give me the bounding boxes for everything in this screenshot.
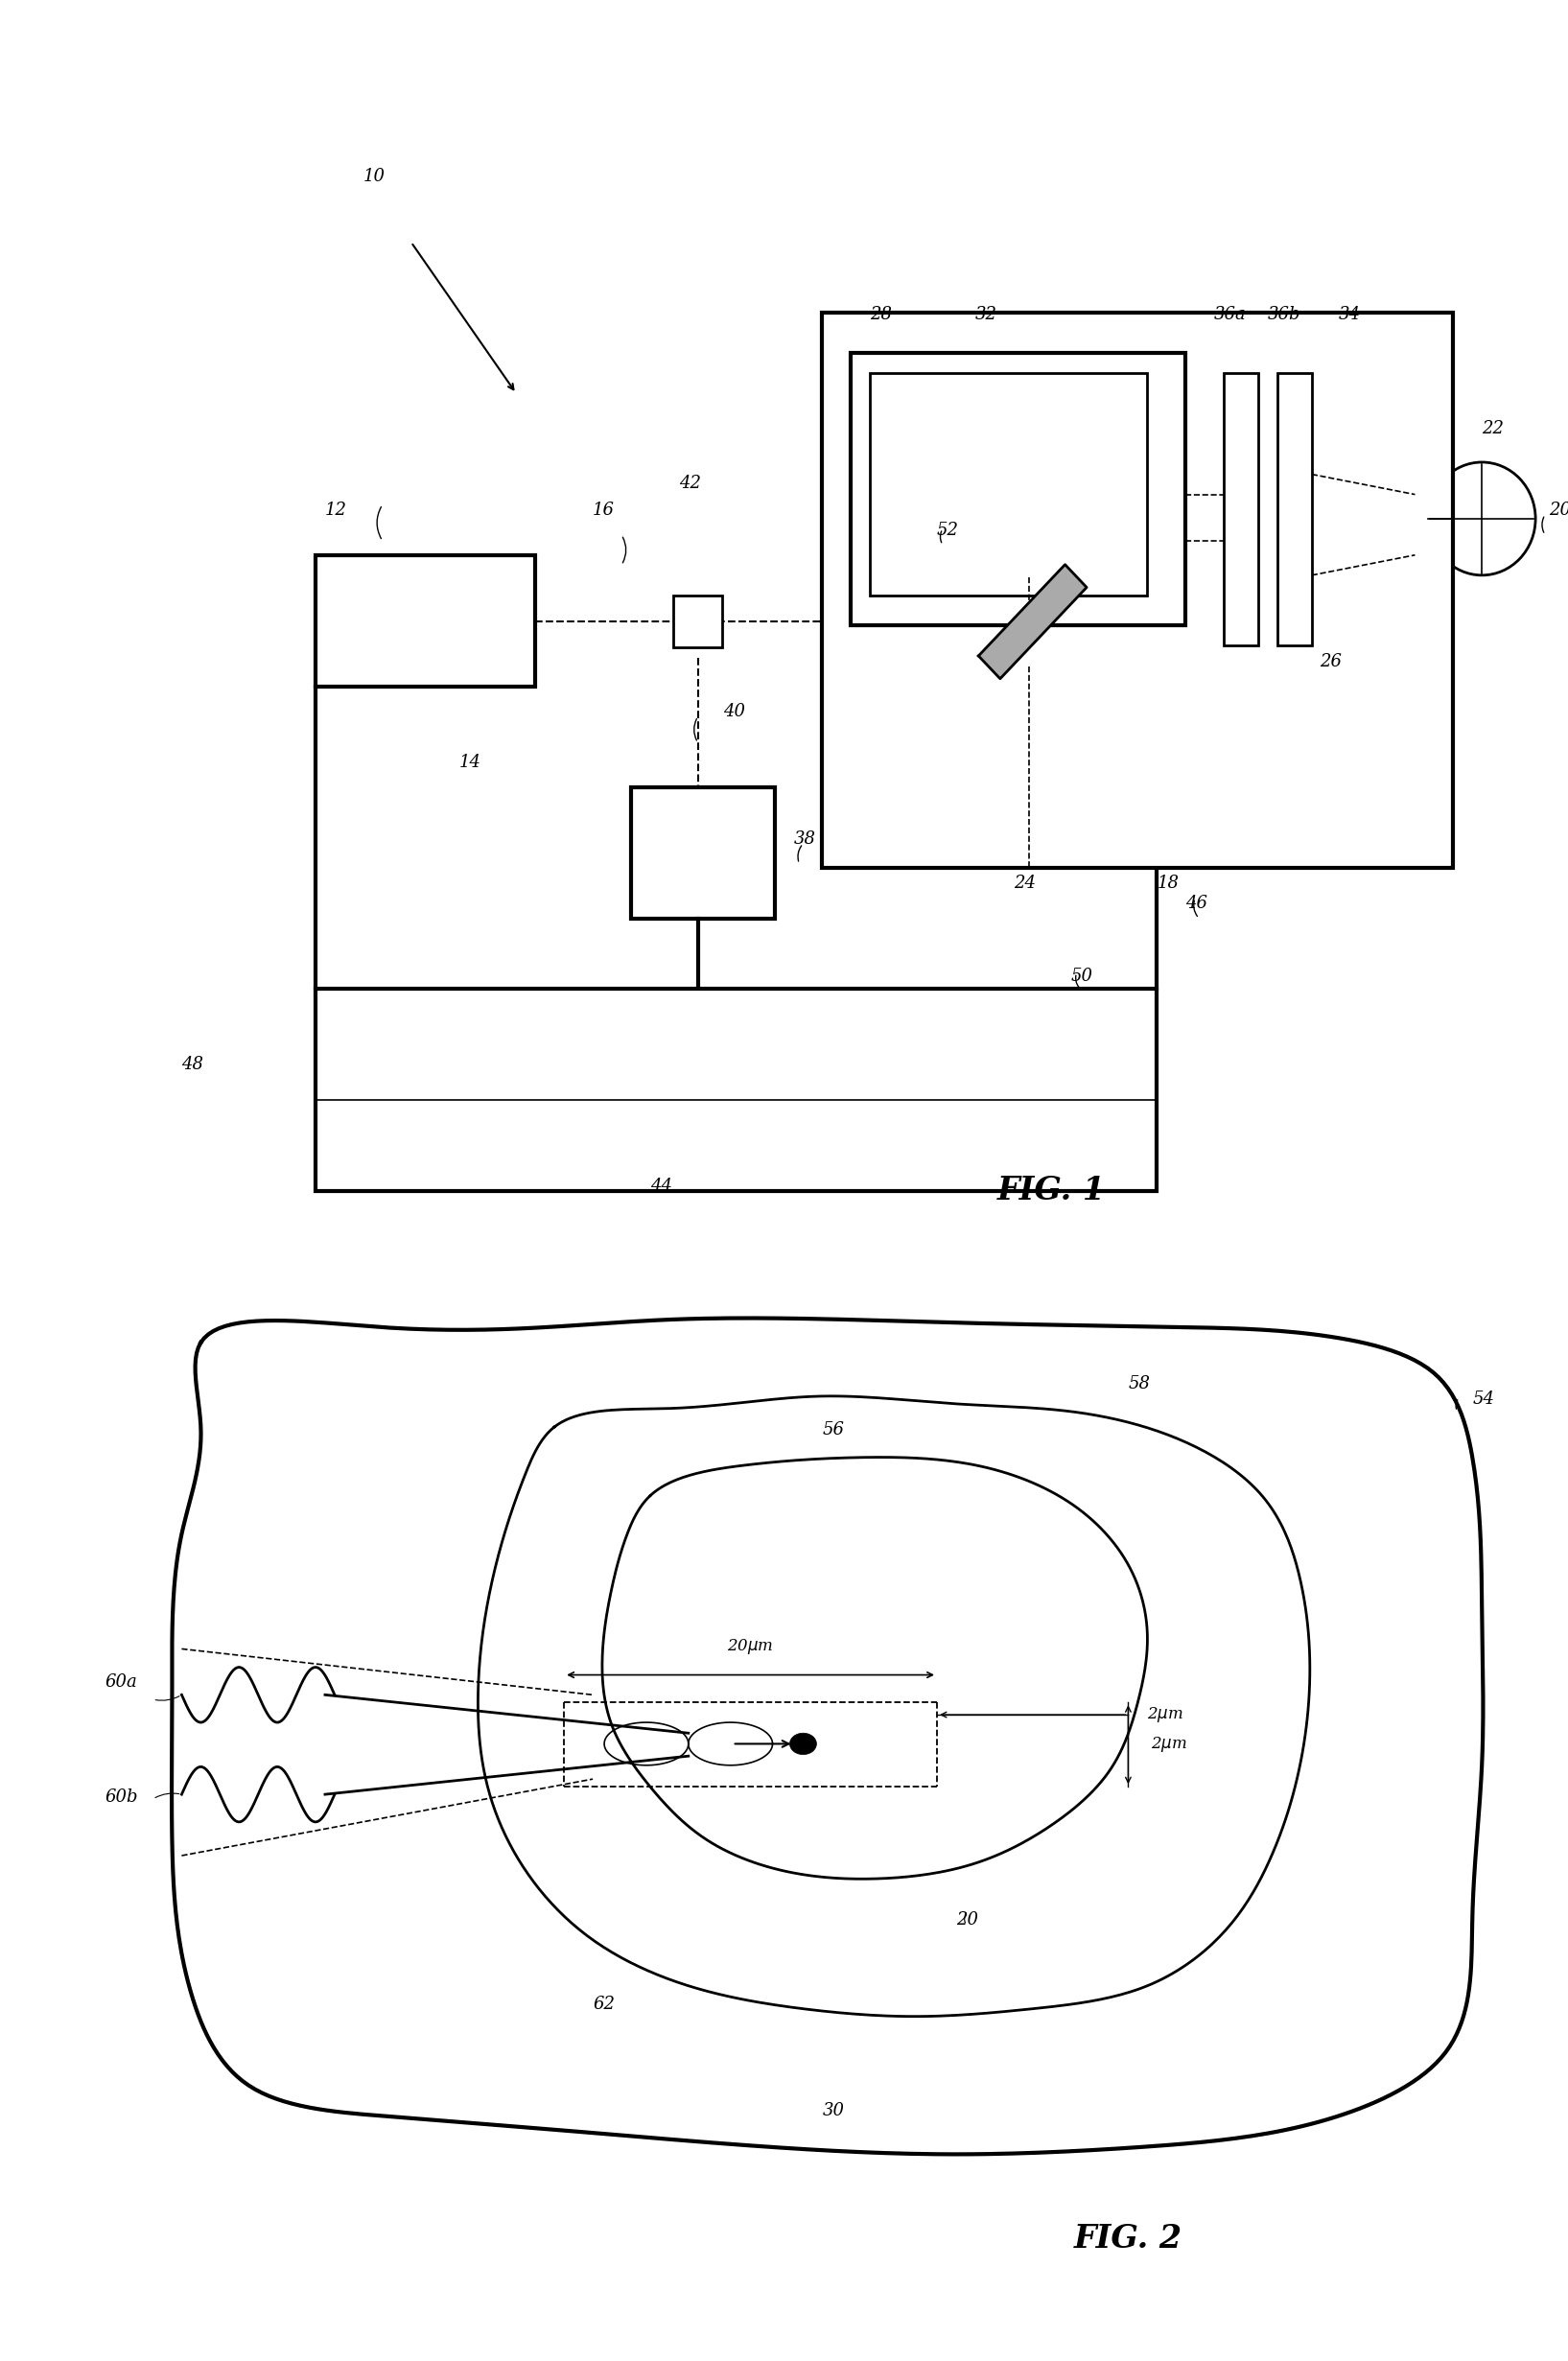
Text: 60a: 60a	[105, 1674, 138, 1690]
Text: 34: 34	[1339, 305, 1361, 323]
Text: 38: 38	[793, 831, 815, 848]
Bar	[1223, 373, 1258, 647]
Bar	[315, 989, 1157, 1190]
Text: 50: 50	[1071, 968, 1093, 985]
Text: 54: 54	[1472, 1391, 1494, 1407]
Text: 60b: 60b	[105, 1790, 138, 1806]
Bar	[630, 786, 775, 918]
Text: 20: 20	[956, 1910, 978, 1929]
Text: 20: 20	[1549, 501, 1568, 519]
Text: 20$\mu$m: 20$\mu$m	[728, 1636, 773, 1657]
Text: FIG. 2: FIG. 2	[1074, 2222, 1182, 2255]
Polygon shape	[978, 564, 1087, 678]
Text: 22: 22	[1482, 420, 1504, 437]
Text: 30: 30	[822, 2104, 844, 2120]
Text: 36b: 36b	[1269, 305, 1301, 323]
Text: 18: 18	[1157, 874, 1179, 892]
Text: 26: 26	[1319, 652, 1342, 671]
Bar	[870, 373, 1148, 595]
Text: 56: 56	[822, 1421, 844, 1438]
Text: 2$\mu$m: 2$\mu$m	[1148, 1705, 1184, 1724]
Text: 40: 40	[723, 704, 745, 720]
Circle shape	[790, 1733, 817, 1754]
Text: 62: 62	[593, 1995, 615, 2012]
Text: 2$\mu$m: 2$\mu$m	[1151, 1735, 1187, 1754]
Bar	[851, 354, 1185, 626]
Text: 36a: 36a	[1214, 305, 1247, 323]
Text: 42: 42	[679, 475, 701, 491]
Text: 16: 16	[593, 501, 615, 519]
Text: 24: 24	[1013, 874, 1035, 892]
Text: 28: 28	[870, 305, 892, 323]
Text: 58: 58	[1129, 1374, 1151, 1393]
Bar	[822, 314, 1454, 869]
Text: 44: 44	[651, 1178, 673, 1195]
Text: 12: 12	[325, 501, 347, 519]
Text: 48: 48	[182, 1055, 204, 1074]
Text: 52: 52	[938, 522, 960, 538]
Text: 46: 46	[1185, 895, 1207, 911]
Bar	[315, 555, 535, 687]
Text: FIG. 1: FIG. 1	[997, 1176, 1105, 1206]
Text: 32: 32	[975, 305, 997, 323]
Bar	[1278, 373, 1312, 647]
Text: 14: 14	[459, 753, 481, 770]
Text: 10: 10	[364, 168, 386, 187]
